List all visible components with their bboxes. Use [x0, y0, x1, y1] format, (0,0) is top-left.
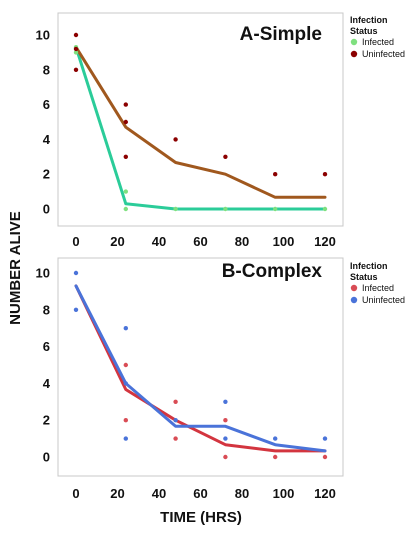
y-tick-label-b: 6 — [43, 339, 50, 354]
data-point-infected-b — [223, 418, 228, 423]
data-point-infected-a — [173, 206, 178, 212]
legend-marker-infected-b — [350, 284, 358, 292]
y-tick-label-a: 8 — [43, 62, 50, 77]
x-tick-label-b: 80 — [235, 486, 249, 501]
data-point-uninfected-a — [73, 67, 79, 73]
data-point-infected-b — [223, 454, 228, 460]
x-tick-label-b: 60 — [193, 486, 207, 501]
plot-area-a — [57, 12, 344, 227]
data-point-uninfected-a — [123, 102, 128, 107]
data-point-infected-b — [123, 418, 128, 423]
legend-marker-infected-a — [350, 38, 358, 46]
data-point-uninfected-b — [123, 326, 128, 331]
data-point-uninfected-b — [123, 436, 128, 441]
y-tick-label-b: 0 — [43, 450, 50, 465]
y-tick-label-a: 10 — [36, 28, 50, 43]
legend-label-infected-b: Infected — [362, 283, 394, 293]
data-point-infected-b — [322, 454, 328, 460]
data-point-infected-b — [173, 436, 178, 441]
legend-marker-uninfected-b — [350, 296, 358, 304]
data-point-infected-a — [322, 206, 328, 212]
data-point-uninfected-a — [123, 119, 128, 125]
data-point-infected-a — [123, 206, 128, 212]
x-tick-label-a: 0 — [72, 234, 79, 249]
panel-title-a: A-Simple — [240, 24, 322, 45]
data-point-uninfected-a — [173, 137, 178, 142]
data-point-infected-b — [173, 399, 178, 404]
data-point-uninfected-a — [73, 46, 79, 52]
series-line-uninfected-b — [74, 284, 327, 453]
legend-label-infected-a: Infected — [362, 37, 394, 47]
data-point-uninfected-b — [173, 418, 178, 423]
series-line-uninfected-a — [74, 45, 327, 199]
x-tick-label-b: 100 — [273, 486, 295, 501]
data-point-uninfected-b — [73, 270, 79, 276]
plot-area-b — [57, 257, 344, 477]
y-axis-title: NUMBER ALIVE — [7, 211, 24, 325]
data-point-uninfected-b — [123, 381, 128, 386]
data-point-infected-a — [123, 189, 128, 194]
legend-label-uninfected-b: Uninfected — [362, 295, 405, 305]
x-tick-label-a: 40 — [152, 234, 166, 249]
data-point-uninfected-b — [273, 436, 278, 441]
y-tick-label-b: 4 — [43, 376, 51, 391]
x-tick-label-b: 0 — [72, 486, 79, 501]
data-point-uninfected-b — [223, 399, 228, 404]
y-tick-label-a: 6 — [43, 97, 50, 112]
legend-title-b: Status — [350, 272, 378, 282]
legend-title-a: Status — [350, 26, 378, 36]
x-tick-label-b: 120 — [314, 486, 336, 501]
x-tick-label-a: 80 — [235, 234, 249, 249]
x-tick-label-a: 20 — [110, 234, 124, 249]
series-line-infected-a — [74, 45, 327, 211]
data-point-uninfected-b — [322, 436, 328, 441]
y-tick-label-b: 2 — [43, 413, 50, 428]
data-point-uninfected-b — [73, 307, 79, 312]
data-point-uninfected-a — [123, 154, 128, 159]
panel-title-b: B-Complex — [222, 261, 323, 282]
data-point-uninfected-a — [223, 154, 228, 159]
x-tick-label-a: 120 — [314, 234, 336, 249]
x-tick-label-b: 20 — [110, 486, 124, 501]
y-tick-label-b: 8 — [43, 302, 50, 317]
legend-marker-uninfected-a — [350, 50, 358, 58]
legend-title-b: Infection — [350, 261, 388, 271]
x-tick-label-a: 100 — [273, 234, 295, 249]
data-point-uninfected-a — [73, 32, 79, 38]
series-line-infected-b — [74, 284, 327, 453]
legend-label-uninfected-a: Uninfected — [362, 49, 405, 59]
data-point-infected-a — [273, 206, 278, 212]
data-point-uninfected-b — [223, 436, 228, 441]
y-tick-label-a: 2 — [43, 167, 50, 182]
legend-title-a: Infection — [350, 15, 388, 25]
x-tick-label-a: 60 — [193, 234, 207, 249]
x-axis-title: TIME (HRS) — [160, 509, 242, 526]
data-point-infected-a — [73, 50, 79, 55]
y-tick-label-a: 4 — [43, 132, 51, 147]
x-tick-label-b: 40 — [152, 486, 166, 501]
y-tick-label-b: 10 — [36, 266, 50, 281]
y-tick-label-a: 0 — [43, 202, 50, 217]
data-point-uninfected-a — [322, 172, 328, 177]
data-point-infected-b — [273, 454, 278, 460]
data-point-infected-a — [223, 206, 228, 212]
data-point-uninfected-a — [273, 172, 278, 177]
data-point-infected-b — [123, 362, 128, 368]
